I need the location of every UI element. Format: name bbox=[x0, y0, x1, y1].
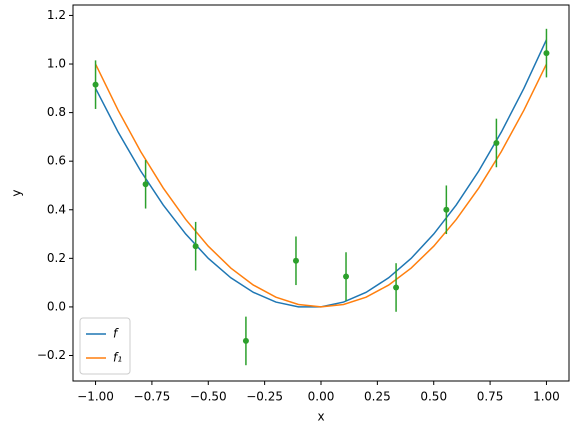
x-tick-label: 0.50 bbox=[420, 390, 447, 404]
line bbox=[94, 63, 548, 308]
legend-label: f bbox=[113, 327, 119, 341]
x-tick-label: 1.00 bbox=[533, 390, 560, 404]
y-axis-label: y bbox=[10, 189, 24, 196]
point bbox=[393, 284, 400, 291]
y-tick-label: 1.2 bbox=[47, 8, 66, 22]
x-tick-label: 0.25 bbox=[364, 390, 391, 404]
x-tick-label: 0.75 bbox=[477, 390, 504, 404]
x-tick-label: −0.25 bbox=[246, 390, 283, 404]
point bbox=[493, 139, 500, 146]
point bbox=[543, 50, 550, 57]
point bbox=[192, 243, 199, 250]
y-tick-label: 0.2 bbox=[47, 251, 66, 265]
point bbox=[343, 273, 350, 280]
point bbox=[142, 181, 149, 188]
y-tick-label: −0.2 bbox=[37, 348, 66, 362]
x-axis-label: x bbox=[317, 410, 324, 424]
legend-label: f₁ bbox=[113, 351, 122, 365]
legend-box bbox=[79, 317, 131, 375]
x-tick-label: −1.00 bbox=[77, 390, 114, 404]
point bbox=[292, 257, 299, 264]
point bbox=[242, 337, 249, 344]
y-tick-label: 0.6 bbox=[47, 154, 66, 168]
y-tick-label: 0.8 bbox=[47, 105, 66, 119]
point bbox=[443, 206, 450, 213]
point bbox=[92, 81, 99, 88]
y-tick-label: 0.4 bbox=[47, 202, 66, 216]
line bbox=[94, 39, 548, 308]
x-tick-label: −0.75 bbox=[134, 390, 171, 404]
y-tick-label: 0.0 bbox=[47, 299, 66, 313]
y-tick-label: 1.0 bbox=[47, 57, 66, 71]
x-tick-label: −0.50 bbox=[190, 390, 227, 404]
plot-frame bbox=[72, 4, 570, 382]
x-tick-label: 0.00 bbox=[308, 390, 335, 404]
